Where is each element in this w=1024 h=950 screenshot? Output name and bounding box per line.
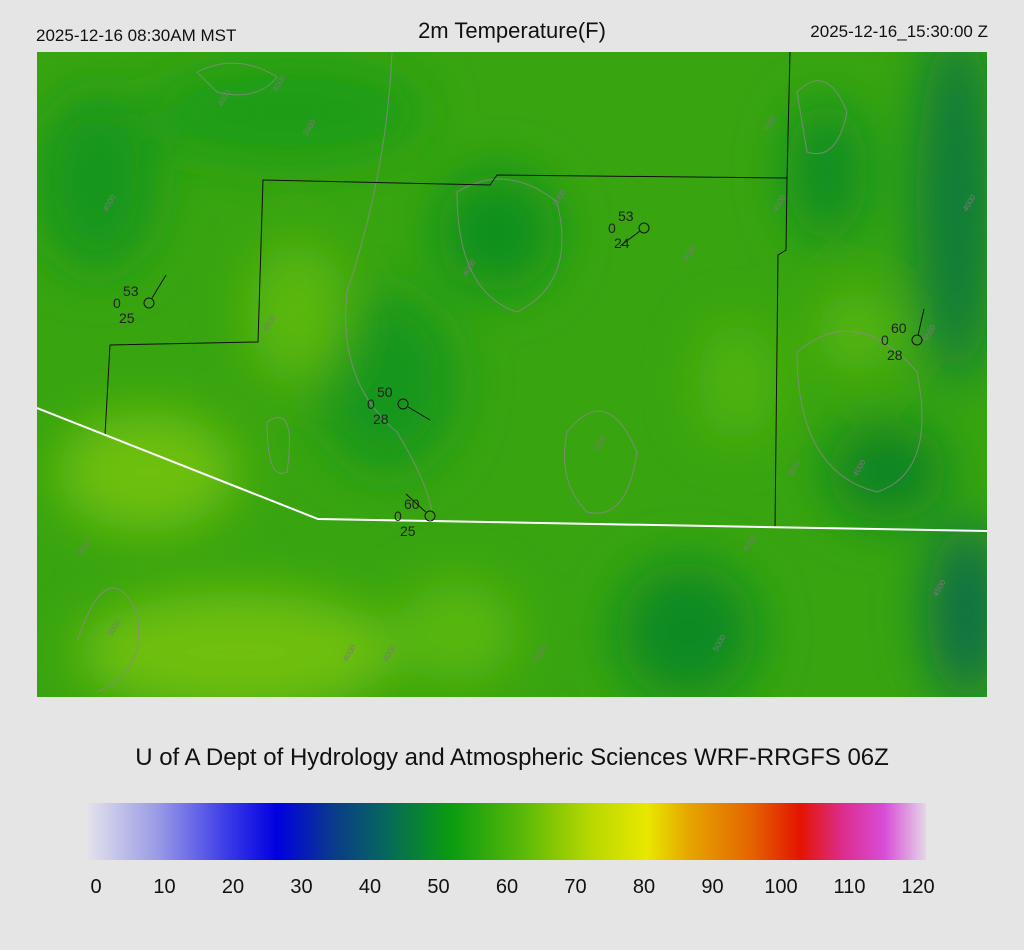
sky-cover-icon — [638, 222, 650, 234]
wind-barb-icon — [619, 230, 640, 247]
temperature-colorbar — [88, 803, 926, 860]
elevation-contours — [76, 52, 923, 693]
colorbar-tick: 50 — [427, 876, 450, 898]
station-cloud: 0 — [367, 396, 375, 412]
temperature-field — [37, 52, 987, 697]
colorbar-tick: 110 — [833, 876, 866, 898]
state-boundary — [37, 407, 987, 532]
station-plot[interactable]: 60 0 25 — [394, 493, 436, 539]
colorbar-tick: 60 — [495, 876, 519, 898]
station-temp: 53 — [123, 283, 139, 299]
sky-cover-icon — [911, 334, 923, 346]
station-cloud: 0 — [113, 295, 121, 311]
county-boundary — [786, 52, 791, 179]
station-temp: 53 — [618, 208, 634, 224]
sky-cover-icon — [424, 510, 436, 522]
station-dewpoint: 28 — [373, 411, 389, 427]
colorbar-tick: 100 — [764, 876, 798, 898]
sky-cover-icon — [143, 297, 155, 309]
station-dewpoint: 25 — [119, 310, 135, 326]
colorbar-tick: 0 — [90, 876, 102, 898]
station-cloud: 0 — [881, 332, 889, 348]
station-temp: 60 — [404, 496, 420, 512]
station-temp: 50 — [377, 384, 393, 400]
colorbar-tick: 70 — [564, 876, 587, 898]
wind-barb-icon — [917, 308, 925, 335]
wind-barb-icon — [407, 406, 431, 421]
station-temp: 60 — [891, 320, 907, 336]
colorbar-tick: 10 — [153, 876, 176, 898]
county-boundary — [104, 174, 788, 529]
station-plot[interactable]: 53 0 24 — [608, 208, 650, 251]
temperature-map: 4000400035004000450040005000450050004000… — [37, 52, 987, 697]
colorbar-tick: 80 — [632, 876, 656, 898]
station-dewpoint: 28 — [887, 347, 903, 363]
local-time: 2025-12-16 08:30AM MST — [36, 26, 237, 45]
colorbar-tick: 90 — [701, 876, 724, 898]
colorbar-tick: 20 — [221, 876, 245, 898]
utc-time: 2025-12-16_15:30:00 Z — [810, 22, 988, 41]
wind-barb-icon — [151, 274, 167, 299]
station-dewpoint: 24 — [614, 235, 630, 251]
colorbar-tick: 30 — [290, 876, 313, 898]
station-plot[interactable]: 50 0 28 — [367, 384, 431, 427]
station-cloud: 0 — [394, 508, 402, 524]
credit-line: U of A Dept of Hydrology and Atmospheric… — [135, 744, 889, 771]
station-plot[interactable]: 53 0 25 — [113, 274, 167, 326]
station-cloud: 0 — [608, 220, 616, 236]
colorbar-tick: 120 — [901, 876, 935, 898]
station-dewpoint: 25 — [400, 523, 416, 539]
sky-cover-icon — [397, 398, 409, 410]
station-plot[interactable]: 60 0 28 — [881, 308, 925, 363]
colorbar-tick: 40 — [358, 876, 382, 898]
wind-barb-icon — [405, 493, 427, 513]
map-title: 2m Temperature(F) — [418, 18, 606, 43]
